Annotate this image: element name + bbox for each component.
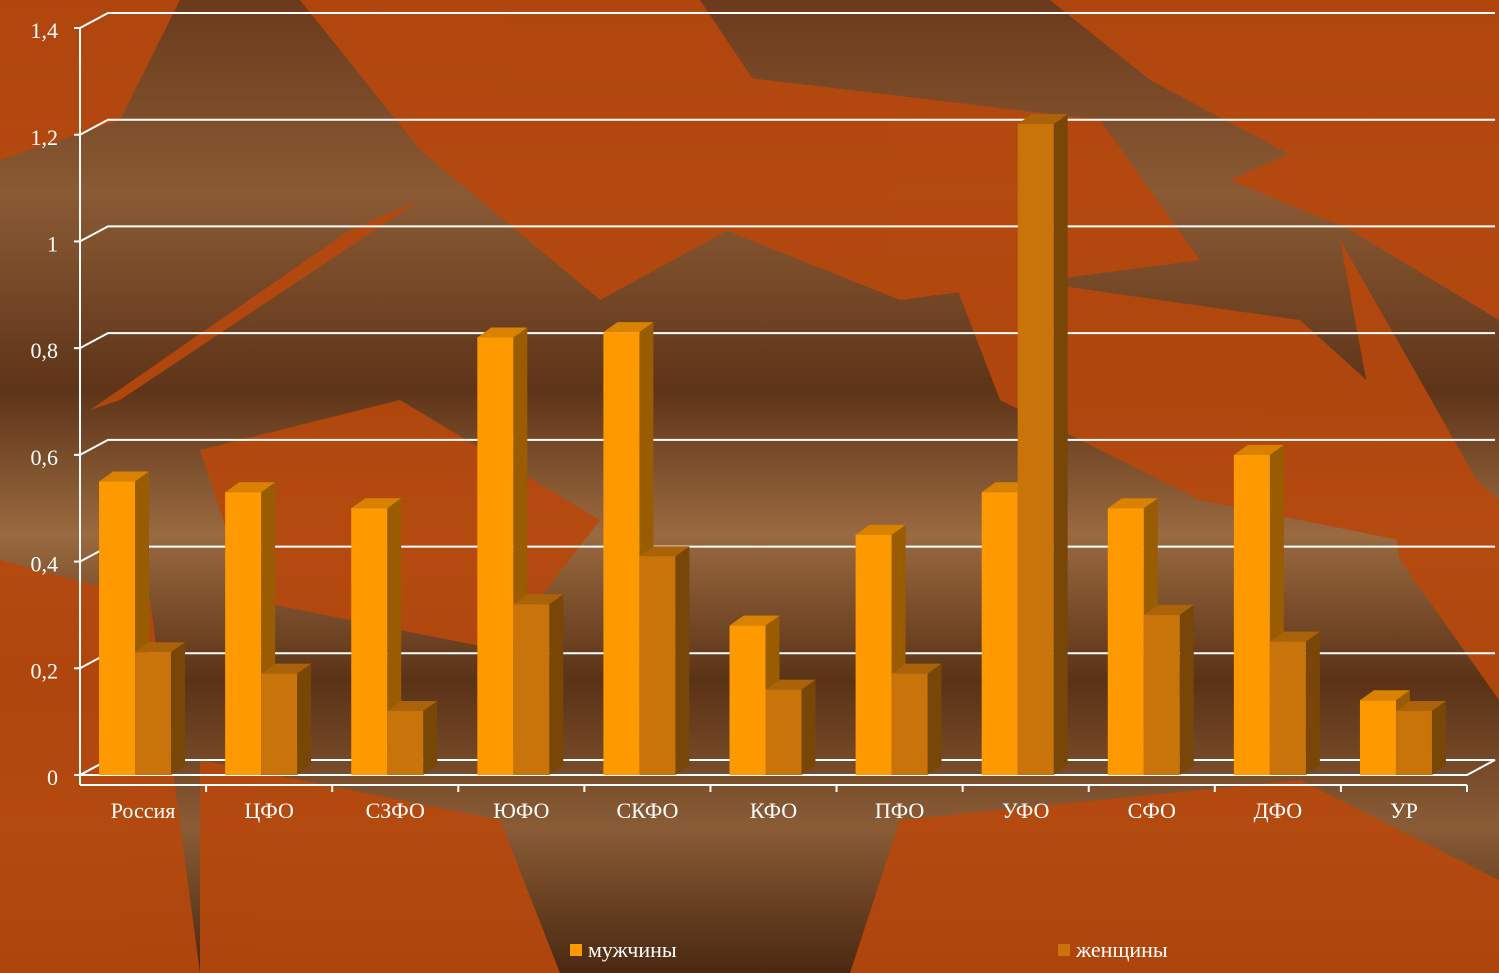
- bar-top: [1395, 700, 1446, 711]
- y-tick-label: 1,4: [31, 18, 59, 43]
- bar: [225, 492, 262, 775]
- bar: [351, 508, 388, 775]
- bar-top: [477, 327, 528, 338]
- bar: [765, 689, 802, 775]
- bar-top: [513, 594, 564, 605]
- legend-swatch: [570, 944, 582, 956]
- legend-swatch: [1058, 944, 1070, 956]
- x-tick-label: СЗФО: [366, 798, 425, 823]
- bar: [1233, 454, 1270, 775]
- bar-top: [891, 663, 942, 674]
- bar: [99, 481, 136, 775]
- bar-side: [675, 546, 690, 775]
- bar-top: [765, 679, 816, 690]
- bar: [1359, 700, 1396, 775]
- x-tick-label: ЮФО: [493, 798, 549, 823]
- bar-side: [1305, 631, 1320, 775]
- bar: [1107, 508, 1144, 775]
- bar: [513, 604, 550, 775]
- legend-label: женщины: [1075, 937, 1168, 962]
- bar-top: [261, 663, 312, 674]
- bar-top: [729, 615, 780, 626]
- bar: [1017, 124, 1054, 776]
- y-tick-label: 0,8: [31, 338, 59, 363]
- bar-top: [603, 322, 654, 333]
- x-tick-label: КФО: [750, 798, 797, 823]
- y-tick-label: 0,6: [31, 445, 59, 470]
- bar-top: [135, 642, 186, 653]
- grid-line: [79, 12, 1495, 29]
- bar-top: [855, 524, 906, 535]
- y-tick-label: 0,4: [31, 552, 59, 577]
- bar: [261, 673, 298, 775]
- bar-top: [1143, 604, 1194, 615]
- bar-side: [927, 663, 942, 775]
- bar-side: [801, 679, 816, 775]
- bar-side: [423, 700, 438, 775]
- bar: [981, 492, 1018, 775]
- bar: [855, 534, 892, 775]
- bar-top: [351, 498, 402, 509]
- x-tick-label: СКФО: [616, 798, 678, 823]
- y-tick-label: 1,2: [31, 125, 59, 150]
- bar-top: [639, 546, 690, 557]
- x-tick-label: ПФО: [875, 798, 924, 823]
- bar-side: [549, 594, 564, 775]
- x-tick-label: УР: [1390, 798, 1418, 823]
- bar-top: [99, 471, 150, 482]
- bar: [135, 652, 172, 775]
- x-tick-label: СФО: [1128, 798, 1176, 823]
- bar: [639, 556, 676, 775]
- bar: [891, 673, 928, 775]
- bar: [603, 332, 640, 775]
- bar: [477, 337, 514, 775]
- bar-top: [1233, 444, 1284, 455]
- bar: [1143, 614, 1180, 775]
- y-tick-label: 0: [47, 765, 58, 790]
- bar-side: [1431, 700, 1446, 775]
- bar-top: [1017, 114, 1068, 125]
- bar-side: [1179, 604, 1194, 775]
- bar-side: [171, 642, 186, 775]
- legend-label: мужчины: [588, 937, 677, 962]
- bar-top: [1107, 498, 1158, 509]
- bar-top: [225, 482, 276, 493]
- bar-side: [1053, 114, 1068, 776]
- bar-top: [1359, 690, 1410, 701]
- bar: [1269, 641, 1306, 775]
- y-tick-label: 1: [47, 231, 58, 256]
- x-tick-label: ЦФО: [244, 798, 293, 823]
- bar-side: [297, 663, 312, 775]
- bar: [729, 625, 766, 775]
- bar: [1395, 710, 1432, 775]
- x-tick-label: Россия: [111, 798, 176, 823]
- x-tick-label: УФО: [1002, 798, 1049, 823]
- y-tick-label: 0,2: [31, 658, 59, 683]
- x-tick-label: ДФО: [1254, 798, 1303, 823]
- bar-top: [387, 700, 438, 711]
- bar-top: [1269, 631, 1320, 642]
- bar: [387, 710, 424, 775]
